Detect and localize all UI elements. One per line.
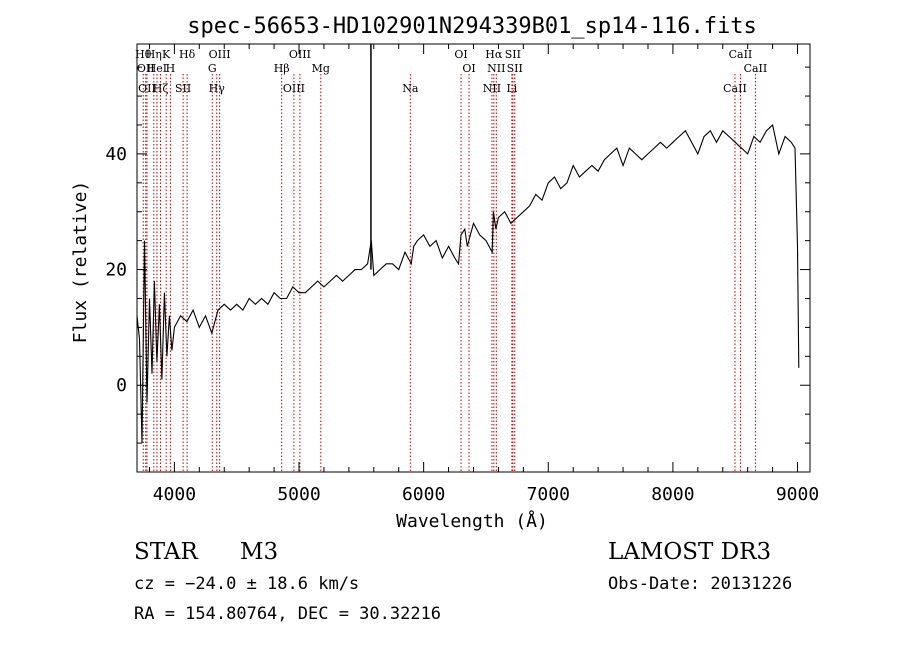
observation-date: Obs-Date: 20131226	[608, 574, 793, 594]
line-label-25: SII	[507, 62, 523, 75]
line-label-7: H	[166, 62, 176, 75]
line-label-3: Hη	[146, 48, 162, 61]
line-label-13: Hβ	[274, 62, 290, 75]
line-label-16: Mg	[312, 62, 330, 75]
object-type: STAR	[134, 539, 198, 565]
line-label-14: OIII	[283, 82, 305, 95]
chart-title: spec-56653-HD102901N294339B01_sp14-116.f…	[187, 14, 757, 39]
y-axis-label: Flux (relative)	[70, 181, 91, 344]
line-label-4: HeI	[147, 62, 167, 75]
line-label-22: NII	[487, 62, 505, 75]
x-axis-label: Wavelength (Å)	[396, 510, 548, 532]
plot-frame	[136, 43, 811, 473]
line-label-0: Hθ	[135, 48, 152, 61]
redshift-velocity: cz = −24.0 ± 18.6 km/s	[134, 574, 360, 594]
line-label-11: Hγ	[209, 82, 226, 95]
line-label-10: G	[208, 62, 217, 75]
line-label-2: OII	[138, 82, 156, 95]
line-label-8: SII	[175, 82, 191, 95]
line-label-17: Na	[402, 82, 419, 95]
line-label-15: OIII	[289, 48, 311, 61]
y-tick-label: 20	[105, 260, 127, 281]
line-label-26: CaII	[723, 82, 747, 95]
y-tick-label: 0	[116, 375, 127, 396]
x-tick-label: 8000	[651, 484, 694, 505]
line-label-23: Li	[506, 82, 517, 95]
line-label-21: Hα	[485, 48, 503, 61]
line-label-5: Hζ	[153, 82, 169, 95]
line-label-9: Hδ	[179, 48, 196, 61]
x-tick-label: 7000	[527, 484, 570, 505]
emission-line-labels: HθOIIOIIHηHeIHζKHSIIHδGHγOIIIHβOIIIOIIIM…	[135, 48, 767, 95]
spectrum-series-line	[136, 123, 800, 444]
line-label-28: CaII	[744, 62, 768, 75]
survey-name: LAMOST DR3	[608, 539, 772, 565]
object-subclass: M3	[240, 539, 279, 565]
line-label-20: NII	[483, 82, 501, 95]
line-label-12: OIII	[209, 48, 231, 61]
line-label-24: SII	[505, 48, 521, 61]
line-label-6: K	[162, 48, 171, 61]
line-label-19: OI	[462, 62, 475, 75]
axis-tick-labels: 4000 5000 6000 7000 8000 9000 0 20 40	[105, 144, 819, 505]
x-tick-label: 6000	[402, 484, 445, 505]
x-tick-label: 5000	[277, 484, 320, 505]
x-tick-label: 4000	[153, 484, 196, 505]
emission-line-markers	[142, 74, 756, 472]
line-label-27: CaII	[729, 48, 753, 61]
x-tick-label: 9000	[776, 484, 819, 505]
line-label-1: OII	[137, 62, 155, 75]
y-tick-label: 40	[105, 144, 127, 165]
line-label-18: OI	[454, 48, 467, 61]
axis-ticks	[137, 44, 810, 472]
coordinates: RA = 154.80764, DEC = 30.32216	[134, 604, 442, 624]
